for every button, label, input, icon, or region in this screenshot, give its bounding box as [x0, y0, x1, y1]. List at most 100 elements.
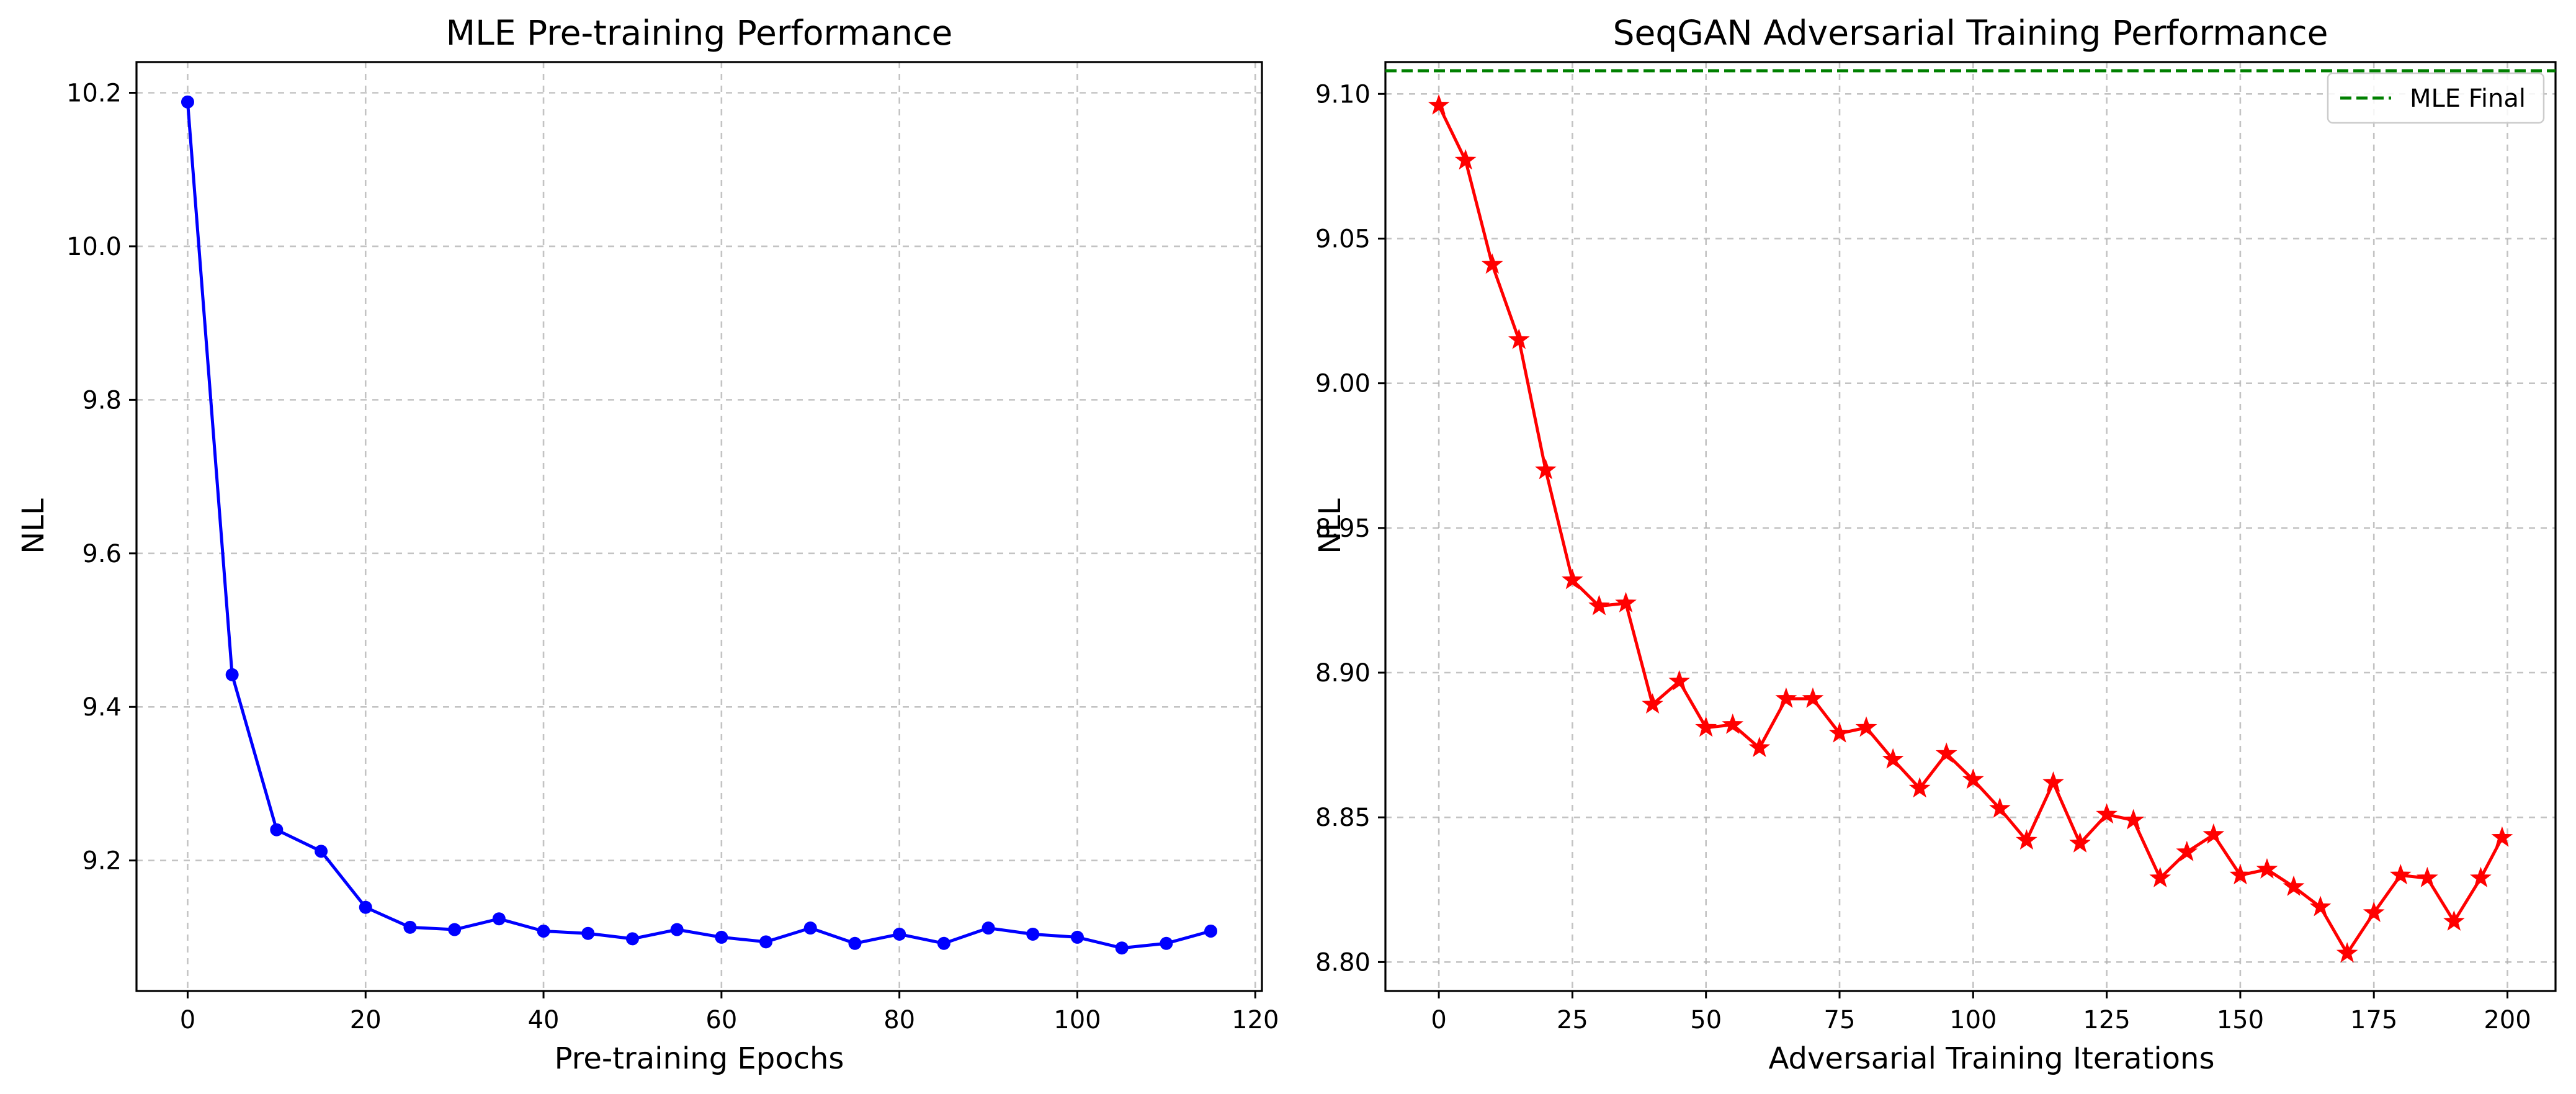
data-point — [625, 932, 639, 946]
data-point — [1989, 797, 2011, 818]
data-point — [1935, 742, 1957, 763]
y-ticks: 8.80 8.85 8.90 8.95 9.00 9.05 9.10 — [1315, 80, 1385, 977]
data-point — [1508, 328, 1530, 349]
y-tick-label: 9.8 — [82, 386, 122, 415]
x-tick-label: 40 — [528, 1006, 560, 1034]
y-tick-label: 8.80 — [1315, 948, 1371, 977]
data-point — [2016, 829, 2037, 850]
data-point — [803, 921, 817, 935]
x-tick-label: 100 — [1949, 1006, 1997, 1034]
data-point — [848, 936, 862, 950]
data-point — [2042, 771, 2064, 792]
x-tick-label: 20 — [350, 1006, 382, 1034]
data-point — [1695, 716, 1717, 737]
data-point — [2416, 866, 2438, 887]
x-tick-label: 120 — [1232, 1006, 1279, 1034]
y-tick-label: 9.10 — [1315, 80, 1371, 109]
y-tick-label: 8.85 — [1315, 804, 1371, 832]
data-point — [1070, 930, 1084, 944]
data-point — [1160, 936, 1173, 950]
data-point — [1535, 459, 1557, 480]
y-tick-label: 9.05 — [1315, 225, 1371, 253]
data-point — [1562, 568, 1583, 590]
data-point — [270, 823, 284, 836]
data-point — [1026, 927, 1040, 941]
x-tick-label: 200 — [2484, 1006, 2531, 1034]
data-point — [225, 668, 239, 681]
data-point — [315, 845, 328, 858]
data-point — [1802, 687, 1824, 708]
y-ticks: 9.2 9.4 9.6 9.8 10.0 10.2 — [66, 79, 136, 876]
data-point — [2096, 803, 2118, 824]
y-tick-label: 8.95 — [1315, 514, 1371, 543]
data-point — [759, 935, 773, 949]
data-point — [2470, 866, 2492, 887]
legend-box — [2327, 72, 2545, 124]
chart-mle-pretraining: 0 20 40 60 80 100 120 9.2 9.4 9.6 9.8 10.0 10.2 MLE… — [16, 13, 1279, 1076]
series — [1428, 94, 2513, 963]
x-tick-label: 50 — [1690, 1006, 1722, 1034]
x-axis-label: Pre-training Epochs — [555, 1041, 844, 1076]
data-point — [982, 921, 995, 935]
data-point — [448, 923, 462, 936]
y-tick-label: 9.00 — [1315, 370, 1371, 398]
chart-title: SeqGAN Adversarial Training Performance — [1613, 13, 2328, 53]
data-point — [1962, 768, 1984, 789]
y-axis-label: NLL — [1313, 498, 1348, 554]
x-ticks: 0 20 40 60 80 100 120 — [180, 991, 1279, 1034]
y-tick-label: 9.4 — [82, 693, 122, 722]
data-point — [492, 912, 506, 926]
data-point — [1454, 149, 1477, 170]
data-point — [2283, 875, 2305, 896]
y-tick-label: 9.6 — [82, 540, 122, 568]
data-point — [1588, 594, 1610, 616]
x-tick-label: 100 — [1053, 1006, 1101, 1034]
y-axis-label: NLL — [16, 498, 51, 554]
data-point — [937, 936, 950, 950]
data-point — [1642, 693, 1663, 714]
grid — [136, 62, 1262, 991]
data-point — [1828, 722, 1851, 743]
data-point — [2122, 809, 2145, 830]
y-tick-label: 9.2 — [82, 847, 122, 876]
data-point — [1908, 777, 1931, 798]
data-point — [1115, 941, 1129, 955]
y-tick-label: 10.0 — [66, 233, 122, 261]
legend-entry-mle-final: MLE Final — [2410, 84, 2526, 113]
x-ticks: 0 25 50 75 100 125 150 175 200 — [1431, 991, 2531, 1034]
data-point — [2069, 832, 2091, 853]
x-tick-label: 25 — [1557, 1006, 1588, 1034]
x-tick-label: 0 — [180, 1006, 195, 1034]
chart-title: MLE Pre-training Performance — [446, 13, 953, 53]
data-point — [2336, 942, 2358, 963]
y-tick-label: 10.2 — [66, 79, 122, 107]
data-point — [1775, 687, 1797, 708]
x-tick-label: 175 — [2350, 1006, 2397, 1034]
data-point — [1748, 737, 1771, 758]
data-point — [2309, 895, 2332, 917]
x-tick-label: 150 — [2217, 1006, 2264, 1034]
data-point — [1615, 591, 1637, 612]
data-point — [1855, 716, 1877, 737]
data-point — [2176, 840, 2198, 861]
data-point — [2229, 864, 2252, 885]
series-line — [186, 102, 1212, 950]
y-tick-label: 8.90 — [1315, 659, 1371, 688]
data-point — [2149, 866, 2171, 887]
series-line — [1437, 104, 2504, 955]
data-point — [1882, 748, 1904, 769]
grid — [1385, 62, 2556, 991]
data-point — [581, 926, 595, 940]
data-point — [1481, 253, 1503, 274]
x-tick-label: 0 — [1431, 1006, 1446, 1034]
data-point — [2491, 826, 2513, 847]
x-tick-label: 125 — [2083, 1006, 2130, 1034]
data-point — [2363, 901, 2385, 922]
data-point — [2256, 858, 2278, 879]
x-tick-label: 80 — [883, 1006, 915, 1034]
data-point — [2203, 823, 2225, 844]
data-point — [1668, 670, 1690, 691]
data-point — [715, 930, 728, 944]
data-point — [1428, 94, 1450, 115]
